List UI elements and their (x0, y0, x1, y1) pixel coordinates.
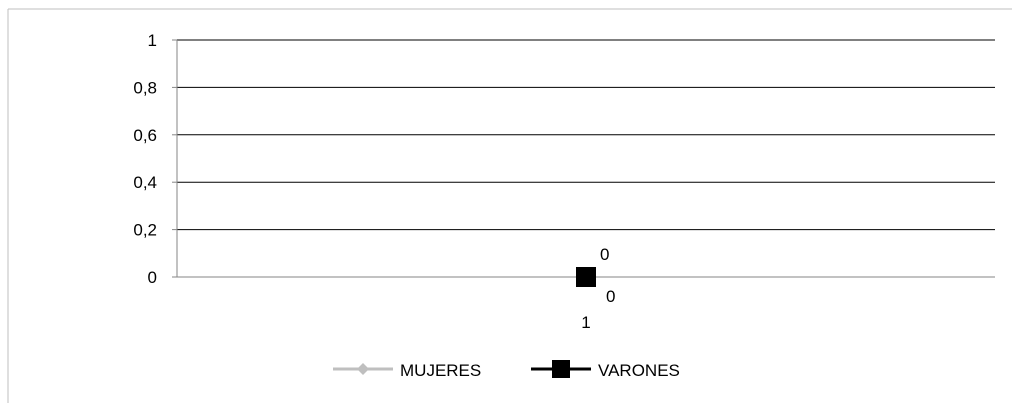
legend[interactable]: MUJERES VARONES (333, 360, 680, 380)
y-tick-label: 0,8 (133, 78, 157, 97)
y-tick-label: 0 (148, 268, 157, 287)
y-tick-labels: 0 0,2 0,4 0,6 0,8 1 1 (133, 31, 590, 332)
series (576, 267, 596, 287)
data-label-varones: 0 (600, 245, 609, 264)
y-tick-label: 0,6 (133, 126, 157, 145)
legend-label: MUJERES (400, 361, 481, 380)
gridlines (177, 39, 995, 231)
y-tick-label: 0,2 (133, 221, 157, 240)
data-labels: 00 (600, 245, 615, 306)
legend-item-varones[interactable]: VARONES (531, 360, 680, 380)
legend-marker-diamond (357, 363, 369, 375)
legend-marker-square (552, 360, 570, 378)
axes (172, 39, 995, 278)
data-label-mujeres: 0 (606, 287, 615, 306)
x-tick-label: 1 (581, 313, 590, 332)
varones-point (576, 267, 596, 287)
legend-label: VARONES (598, 361, 680, 380)
y-tick-label: 0,4 (133, 173, 157, 192)
legend-item-mujeres[interactable]: MUJERES (333, 361, 481, 380)
y-tick-label: 1 (148, 31, 157, 50)
